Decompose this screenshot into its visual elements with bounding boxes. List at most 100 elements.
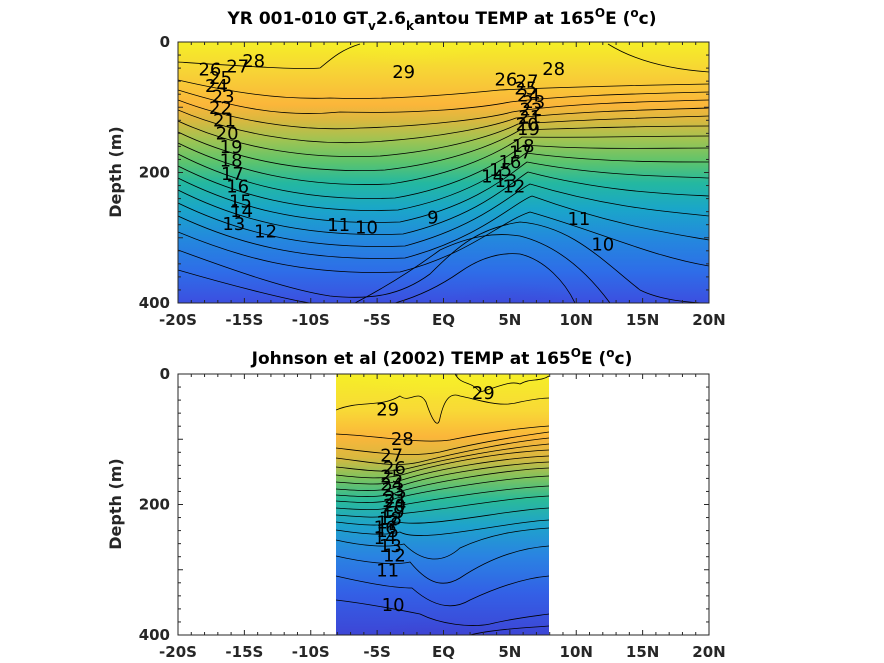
bottom-contour-label: 18 bbox=[379, 508, 402, 529]
bottom-contour-label: 10 bbox=[382, 595, 405, 616]
top-title: YR 001-010 GTv2.6kantou TEMP at 165OE (o… bbox=[227, 6, 657, 33]
top-x-tick-label: 15N bbox=[626, 311, 659, 329]
bottom-contour-label: 23 bbox=[382, 480, 405, 501]
top-contour-label: 22 bbox=[520, 99, 543, 120]
bottom-contour-label: 12 bbox=[383, 546, 406, 567]
bottom-title: Johnson et al (2002) TEMP at 165OE (oc) bbox=[251, 346, 633, 369]
bottom-x-tick-label: -20S bbox=[159, 643, 197, 661]
top-contour-label: 20 bbox=[216, 124, 239, 145]
bottom-contour-labels: 29 29 282726252423222120191817161514131211… bbox=[374, 383, 495, 616]
top-contour-label: 13 bbox=[494, 171, 517, 192]
top-x-tick-label: 5N bbox=[498, 311, 521, 329]
bottom-y-tick-label: 400 bbox=[139, 626, 170, 644]
top-contour-label: 9 bbox=[427, 208, 438, 229]
top-contour-label: 25 bbox=[514, 79, 537, 100]
bottom-x-tick-label: -5S bbox=[363, 643, 390, 661]
top-x-tick-label: -20S bbox=[159, 311, 197, 329]
top-contour-label: 16 bbox=[498, 152, 521, 173]
top-isotherms bbox=[178, 43, 709, 303]
top-contour-label: 14 bbox=[481, 167, 504, 188]
bottom-contour-label: 17 bbox=[376, 512, 399, 533]
top-contour-label: 11 bbox=[567, 209, 590, 230]
bottom-contour-label: 13 bbox=[379, 536, 402, 557]
top-contour-label: 25 bbox=[209, 68, 232, 89]
bottom-x-axis: -20S -15S -10S -5S EQ 5N 10N 15N 20N bbox=[159, 374, 726, 661]
top-contour-label: 27 bbox=[226, 56, 249, 77]
top-contour-label: 15 bbox=[229, 191, 252, 212]
bottom-x-tick-label: -10S bbox=[292, 643, 330, 661]
top-y-axis: 0 200 400 bbox=[139, 33, 709, 312]
bottom-contour-label: 11 bbox=[376, 561, 399, 582]
top-y-axis-label: Depth (m) bbox=[106, 126, 125, 218]
bottom-contour-label: 22 bbox=[384, 488, 407, 509]
bottom-contour-label: 16 bbox=[374, 518, 397, 539]
top-contour-label: 10 bbox=[591, 234, 614, 255]
top-contour-label: 11 bbox=[327, 215, 350, 236]
bottom-contour-label: 15 bbox=[376, 521, 399, 542]
top-contour-label: 10 bbox=[355, 218, 378, 239]
top-contour-label: 20 bbox=[516, 114, 539, 135]
top-contour-label: 18 bbox=[512, 136, 535, 157]
top-contour-label: 29 bbox=[392, 62, 415, 83]
top-contour-label: 18 bbox=[220, 150, 243, 171]
top-contour-label: 21 bbox=[518, 107, 541, 128]
bottom-isotherms bbox=[336, 374, 549, 635]
bottom-contour-label: 20 bbox=[383, 495, 406, 516]
top-y-tick-label: 400 bbox=[139, 294, 170, 312]
top-contour-label: 24 bbox=[205, 76, 228, 97]
bottom-contour-label: 27 bbox=[380, 446, 403, 467]
top-contour-label: 26 bbox=[198, 60, 221, 81]
bottom-y-axis-label: Depth (m) bbox=[106, 458, 125, 550]
top-contour-label: 19 bbox=[220, 137, 243, 158]
bottom-y-tick-label: 0 bbox=[160, 365, 170, 383]
bottom-x-tick-label: EQ bbox=[432, 643, 455, 661]
top-contour-label: 15 bbox=[489, 160, 512, 181]
top-y-tick-label: 200 bbox=[139, 164, 170, 182]
bottom-contour-label: 29 bbox=[472, 383, 495, 404]
bottom-contour-label: 28 bbox=[391, 429, 414, 450]
top-contour-label: 14 bbox=[230, 201, 253, 222]
top-x-axis: -20S -15S -10S -5S EQ 5N 10N 15N 20N bbox=[159, 42, 726, 329]
bottom-x-tick-label: 20N bbox=[692, 643, 725, 661]
top-contour-label: 27 bbox=[516, 71, 539, 92]
top-contour-label: 24 bbox=[517, 86, 540, 107]
top-contour-label: 23 bbox=[212, 86, 235, 107]
top-x-tick-label: EQ bbox=[432, 311, 455, 329]
top-contour-label: 19 bbox=[517, 119, 540, 140]
top-contour-label: 12 bbox=[254, 221, 277, 242]
top-contour-label: 13 bbox=[222, 214, 245, 235]
top-contour-label: 28 bbox=[542, 59, 565, 80]
top-contour-label: 17 bbox=[221, 164, 244, 185]
top-contour-label: 26 bbox=[494, 69, 517, 90]
bottom-y-axis: 0 200 400 bbox=[139, 365, 709, 644]
bottom-contour-label: 24 bbox=[380, 474, 403, 495]
top-contour-label: 22 bbox=[209, 98, 232, 119]
top-contour-label: 28 bbox=[242, 51, 265, 72]
top-x-tick-label: 20N bbox=[692, 311, 725, 329]
top-contour-label: 21 bbox=[213, 111, 236, 132]
top-x-tick-label: -10S bbox=[292, 311, 330, 329]
bottom-x-tick-label: 5N bbox=[498, 643, 521, 661]
top-panel: YR 001-010 GTv2.6kantou TEMP at 165OE (o… bbox=[106, 6, 726, 329]
bottom-panel: Johnson et al (2002) TEMP at 165OE (oc) bbox=[106, 346, 726, 661]
bottom-x-tick-label: 10N bbox=[560, 643, 593, 661]
bottom-contour-label: 29 bbox=[376, 399, 399, 420]
bottom-contour-label: 26 bbox=[383, 458, 406, 479]
bottom-x-tick-label: -15S bbox=[225, 643, 263, 661]
top-x-tick-label: -15S bbox=[225, 311, 263, 329]
top-contour-label: 12 bbox=[502, 176, 525, 197]
bottom-contour-label: 19 bbox=[382, 502, 405, 523]
top-contour-label: 23 bbox=[522, 92, 545, 113]
bottom-color-field bbox=[336, 374, 549, 635]
bottom-contour-label: 14 bbox=[374, 528, 397, 549]
bottom-contour-label: 25 bbox=[380, 467, 403, 488]
top-contour-label: 16 bbox=[226, 176, 249, 197]
bottom-contour-label: 21 bbox=[384, 491, 407, 512]
bottom-x-tick-label: 15N bbox=[626, 643, 659, 661]
bottom-y-tick-label: 200 bbox=[139, 496, 170, 514]
top-contour-label: 17 bbox=[509, 142, 532, 163]
top-x-tick-label: -5S bbox=[363, 311, 390, 329]
top-x-tick-label: 10N bbox=[560, 311, 593, 329]
